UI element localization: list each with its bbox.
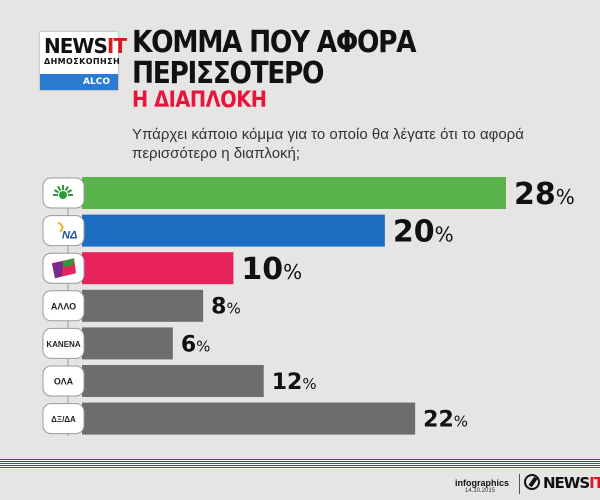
logo-wordmark: NEWSIT <box>44 34 127 58</box>
newsit-brand-icon <box>524 474 540 490</box>
bar <box>82 177 506 209</box>
svg-text:ΝΔ: ΝΔ <box>62 230 77 242</box>
bar <box>82 402 416 435</box>
row-badge <box>42 327 85 359</box>
logo-it-text: IT <box>106 34 127 58</box>
footer-date: 14.10.2015 <box>465 488 496 494</box>
syriza-logo-icon <box>52 258 76 279</box>
logo-subtitle: ΔΗΜΟΣΚΟΠΗΣΗ <box>44 57 121 66</box>
footer-brand: NEWSIT <box>543 474 600 492</box>
category-label: ΟΛΑ <box>54 377 74 387</box>
page-subtitle: Η ΔΙΑΠΛΟΚΗ <box>132 88 267 113</box>
page-title-line1: ΚΟΜΜΑ ΠΟΥ ΑΦΟΡΑ <box>132 25 417 60</box>
footer-brand-it: IT <box>589 474 600 492</box>
category-label: ΚΑΝΕΝΑ <box>46 340 80 349</box>
value-label: 20% <box>393 214 454 249</box>
value-label: 28% <box>514 177 575 212</box>
bar-row: ΚΑΝΕΝΑ 6% <box>42 327 211 360</box>
newsit-poll-logo: NEWSIT ΔΗΜΟΣΚΟΠΗΣΗ ALCO <box>40 32 127 90</box>
bar-row: ΝΔ 20% <box>42 214 454 249</box>
value-label: 10% <box>241 252 302 287</box>
value-label: 22% <box>423 408 468 433</box>
logo-news-text: NEWS <box>44 34 108 58</box>
bar <box>82 214 385 247</box>
bar <box>82 289 204 322</box>
bar <box>82 252 234 285</box>
bar <box>82 365 264 397</box>
row-badge <box>42 365 85 397</box>
nd-logo-icon: ΝΔ <box>57 221 77 242</box>
bar-chart: 28% ΝΔ 20% 10% ΑΛΛΟ 8% ΚΑΝΕΝΑ 6% ΟΛΑ 12% ΔΞ/ΔΑ 22% <box>42 177 575 437</box>
bar-row: ΔΞ/ΔΑ 22% <box>42 402 468 435</box>
footer-brand-news: NEWS <box>543 474 590 492</box>
value-label: 12% <box>272 370 317 395</box>
value-label: 8% <box>211 295 241 320</box>
category-label: ΑΛΛΟ <box>51 301 76 311</box>
footer-infographics-label: infographics <box>455 478 510 488</box>
row-badge <box>42 290 85 322</box>
footer-divider <box>519 474 520 494</box>
pasok-sun-icon <box>53 185 73 199</box>
value-label: 6% <box>181 332 211 357</box>
footer-stripe <box>0 459 600 469</box>
row-badge <box>42 215 85 247</box>
bar-row: 28% <box>42 177 575 212</box>
category-label: ΔΞ/ΔΑ <box>51 415 76 424</box>
bar-row: 10% <box>42 252 302 287</box>
survey-question: Υπάρχει κάποιο κόμμα για το οποίο θα λέγ… <box>132 126 524 162</box>
page-title-line2: ΠΕΡΙΣΣΟΤΕΡΟ <box>132 56 324 91</box>
bar-row: ΟΛΑ 12% <box>42 365 317 397</box>
row-badge <box>42 403 85 435</box>
logo-alco-band: ALCO <box>40 74 118 90</box>
bar-row: ΑΛΛΟ 8% <box>42 289 241 322</box>
bar <box>82 327 173 360</box>
